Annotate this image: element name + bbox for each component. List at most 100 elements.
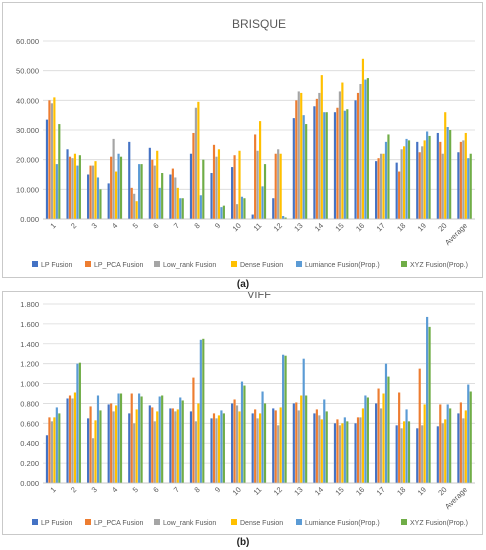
bar-lumiance-fusion-prop- bbox=[179, 397, 182, 483]
bar-xyz-fusion-prop- bbox=[407, 421, 411, 483]
bar-lumiance-fusion-prop- bbox=[96, 177, 100, 219]
bar-low-rank-fusion bbox=[112, 411, 115, 483]
legend-label: Low_rank Fusion bbox=[163, 262, 216, 269]
bar-lp-pca-fusion bbox=[459, 141, 462, 219]
bar-lp-pca-fusion bbox=[418, 368, 421, 483]
bar-xyz-fusion-prop- bbox=[449, 130, 452, 219]
x-tick-label: 13 bbox=[292, 221, 304, 233]
bar-lp-pca-fusion bbox=[68, 156, 72, 219]
bar-lumiance-fusion-prop- bbox=[138, 164, 141, 219]
bar-lp-fusion bbox=[395, 162, 398, 219]
bar-lumiance-fusion-prop- bbox=[364, 395, 367, 483]
bar-low-rank-fusion bbox=[256, 418, 259, 483]
bar-xyz-fusion-prop- bbox=[99, 189, 102, 219]
bar-xyz-fusion-prop- bbox=[325, 411, 328, 483]
bar-lp-pca-fusion bbox=[110, 156, 113, 219]
bar-low-rank-fusion bbox=[441, 423, 444, 483]
bar-lp-pca-fusion bbox=[89, 165, 92, 219]
bar-xyz-fusion-prop- bbox=[78, 155, 81, 219]
bar-dense-fusion bbox=[135, 409, 138, 483]
bar-xyz-fusion-prop- bbox=[119, 156, 123, 219]
bar-xyz-fusion-prop- bbox=[243, 198, 246, 219]
y-tick-label: 60.000 bbox=[16, 37, 39, 46]
bar-dense-fusion bbox=[94, 161, 97, 219]
bar-lp-fusion bbox=[87, 174, 90, 219]
legend-swatch bbox=[32, 519, 38, 525]
bar-lumiance-fusion-prop- bbox=[261, 391, 264, 483]
bar-xyz-fusion-prop- bbox=[284, 355, 287, 483]
bar-lumiance-fusion-prop- bbox=[199, 195, 202, 219]
bar-low-rank-fusion bbox=[297, 91, 300, 219]
bar-dense-fusion bbox=[444, 419, 447, 483]
x-tick-label: Average bbox=[443, 221, 469, 247]
bar-lumiance-fusion-prop- bbox=[467, 158, 470, 219]
bar-lp-pca-fusion bbox=[274, 410, 277, 483]
bar-lp-fusion bbox=[416, 428, 419, 483]
bar-dense-fusion bbox=[300, 395, 303, 483]
bar-lp-fusion bbox=[148, 405, 151, 483]
bar-lp-fusion bbox=[272, 198, 275, 219]
bar-xyz-fusion-prop- bbox=[181, 400, 184, 483]
bar-lp-fusion bbox=[251, 413, 254, 483]
x-tick-label: 5 bbox=[131, 221, 140, 230]
bar-low-rank-fusion bbox=[318, 415, 321, 483]
bar-lp-fusion bbox=[416, 141, 419, 219]
bar-xyz-fusion-prop- bbox=[202, 159, 205, 219]
x-tick-label: 5 bbox=[131, 485, 140, 494]
bar-dense-fusion bbox=[94, 420, 97, 483]
bar-lumiance-fusion-prop- bbox=[76, 165, 79, 219]
bar-lumiance-fusion-prop- bbox=[282, 354, 285, 483]
x-tick-label: 14 bbox=[313, 221, 325, 233]
bar-lp-fusion bbox=[128, 141, 131, 219]
y-tick-label: 1.400 bbox=[20, 340, 39, 349]
bar-lp-fusion bbox=[107, 404, 110, 483]
bar-xyz-fusion-prop- bbox=[263, 403, 267, 483]
bar-lp-pca-fusion bbox=[171, 408, 174, 483]
bar-xyz-fusion-prop- bbox=[449, 408, 452, 483]
bar-dense-fusion bbox=[320, 75, 323, 219]
x-tick-label: 6 bbox=[151, 221, 160, 230]
x-tick-label: 7 bbox=[172, 221, 181, 230]
bar-lumiance-fusion-prop- bbox=[426, 316, 429, 483]
bar-lp-pca-fusion bbox=[439, 141, 442, 219]
bar-low-rank-fusion bbox=[338, 91, 341, 219]
bar-low-rank-fusion bbox=[133, 423, 136, 483]
bar-low-rank-fusion bbox=[277, 149, 280, 219]
bar-xyz-fusion-prop- bbox=[346, 109, 349, 219]
bar-lumiance-fusion-prop- bbox=[302, 358, 305, 483]
legend-swatch bbox=[85, 261, 91, 267]
bar-xyz-fusion-prop- bbox=[222, 205, 225, 219]
bar-xyz-fusion-prop- bbox=[428, 326, 431, 483]
viff-chart: VIFF 0.000 0.200 0.400 0.600 0.800 1.000 1.200 1… bbox=[20, 292, 475, 527]
bar-dense-fusion bbox=[423, 140, 426, 219]
x-tick-label: 3 bbox=[90, 221, 99, 230]
x-tick-label: 2 bbox=[69, 221, 78, 230]
x-tick-label: 18 bbox=[395, 221, 407, 233]
legend-swatch bbox=[32, 261, 38, 267]
bar-lp-fusion bbox=[66, 149, 69, 219]
y-tick-label: 30.000 bbox=[16, 126, 39, 135]
bar-xyz-fusion-prop- bbox=[202, 338, 205, 483]
bar-xyz-fusion-prop- bbox=[58, 413, 61, 483]
bar-lumiance-fusion-prop- bbox=[261, 186, 264, 219]
bar-low-rank-fusion bbox=[50, 421, 53, 483]
bar-low-rank-fusion bbox=[153, 421, 156, 483]
bar-lumiance-fusion-prop- bbox=[220, 410, 223, 483]
bar-lp-pca-fusion bbox=[233, 155, 236, 219]
bar-dense-fusion bbox=[53, 97, 56, 219]
x-tick-label: 12 bbox=[272, 485, 284, 497]
bar-lp-fusion bbox=[333, 112, 337, 219]
brisque-chart: BRISQUE 0.000 10.000 20.000 30.000 40.000 50.0… bbox=[16, 17, 475, 269]
bar-lp-pca-fusion bbox=[295, 100, 298, 219]
y-tick-label: 1.600 bbox=[20, 320, 39, 329]
bar-low-rank-fusion bbox=[112, 138, 115, 219]
bar-xyz-fusion-prop- bbox=[161, 395, 164, 483]
bar-lumiance-fusion-prop- bbox=[138, 393, 141, 483]
bar-lumiance-fusion-prop- bbox=[302, 115, 305, 219]
legend-label: XYZ Fusion(Prop.) bbox=[410, 520, 468, 527]
x-tick-label: 20 bbox=[436, 221, 448, 233]
x-tick-label: 6 bbox=[151, 485, 160, 494]
y-tick-label: 1.800 bbox=[20, 300, 39, 309]
bar-xyz-fusion-prop- bbox=[119, 393, 123, 483]
bar-dense-fusion bbox=[464, 410, 467, 483]
